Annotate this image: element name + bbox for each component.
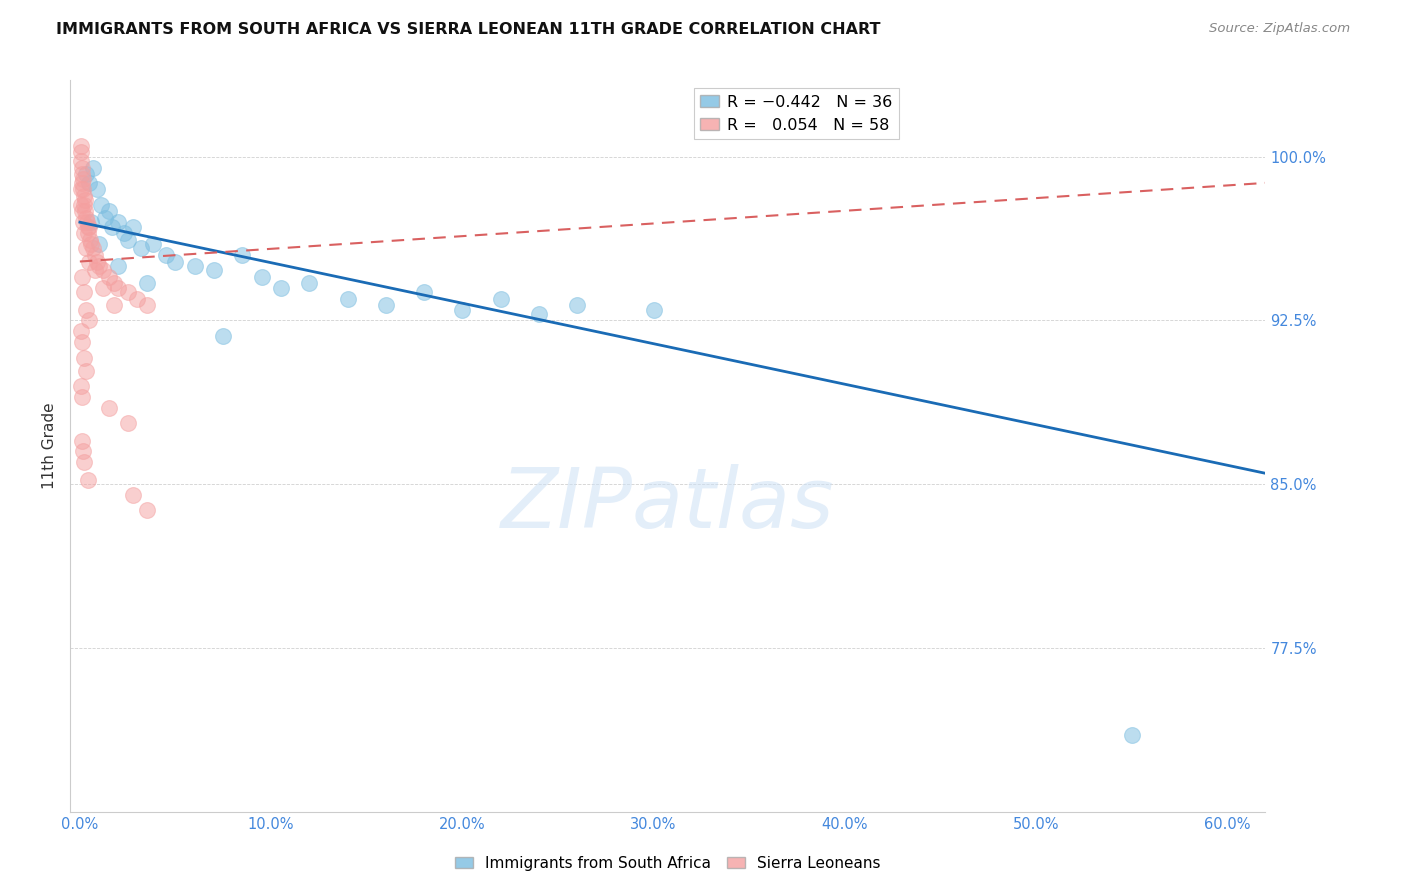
Point — [70, 335, 93, 350]
Point — [70, 390, 93, 404]
Point — [135, 503, 157, 517]
Point — [91, 281, 114, 295]
Point — [112, 226, 135, 240]
Point — [451, 302, 474, 317]
Point — [183, 259, 205, 273]
Point — [69, 145, 91, 160]
Text: ZIPatlas: ZIPatlas — [501, 464, 835, 545]
Point — [80, 215, 103, 229]
Point — [70, 379, 93, 393]
Point — [70, 167, 93, 181]
Point — [202, 263, 225, 277]
Legend: Immigrants from South Africa, Sierra Leoneans: Immigrants from South Africa, Sierra Leo… — [449, 850, 887, 877]
Point — [76, 219, 98, 234]
Text: Source: ZipAtlas.com: Source: ZipAtlas.com — [1209, 22, 1350, 36]
Point — [73, 455, 96, 469]
Point — [336, 292, 359, 306]
Y-axis label: 11th Grade: 11th Grade — [42, 402, 58, 490]
Point — [82, 161, 104, 175]
Point — [117, 285, 139, 299]
Point — [75, 204, 97, 219]
Point — [643, 302, 665, 317]
Point — [97, 204, 120, 219]
Point — [97, 269, 120, 284]
Point — [75, 364, 97, 378]
Point — [73, 226, 96, 240]
Point — [73, 189, 96, 203]
Point — [90, 198, 112, 212]
Point — [72, 182, 94, 196]
Point — [103, 298, 125, 312]
Point — [80, 237, 103, 252]
Point — [84, 248, 107, 262]
Point — [70, 269, 93, 284]
Point — [70, 434, 93, 448]
Point — [79, 313, 101, 327]
Point — [77, 226, 100, 240]
Point — [76, 215, 98, 229]
Point — [73, 285, 96, 299]
Point — [97, 401, 120, 415]
Text: IMMIGRANTS FROM SOUTH AFRICA VS SIERRA LEONEAN 11TH GRADE CORRELATION CHART: IMMIGRANTS FROM SOUTH AFRICA VS SIERRA L… — [56, 22, 880, 37]
Point — [122, 219, 145, 234]
Point — [87, 259, 110, 273]
Point — [86, 182, 108, 196]
Point — [155, 248, 177, 262]
Point — [1121, 728, 1143, 742]
Point — [72, 171, 94, 186]
Point — [122, 488, 145, 502]
Point — [70, 154, 93, 169]
Point — [107, 281, 129, 295]
Point — [75, 167, 97, 181]
Point — [413, 285, 436, 299]
Point — [489, 292, 512, 306]
Point — [141, 237, 163, 252]
Point — [117, 233, 139, 247]
Point — [127, 292, 149, 306]
Point — [107, 259, 129, 273]
Point — [374, 298, 396, 312]
Point — [129, 241, 152, 255]
Point — [70, 161, 93, 175]
Point — [231, 248, 253, 262]
Point — [298, 277, 321, 291]
Point — [82, 241, 104, 255]
Point — [103, 277, 125, 291]
Point — [135, 277, 157, 291]
Point — [70, 138, 93, 153]
Point — [87, 237, 110, 252]
Point — [72, 176, 94, 190]
Point — [73, 194, 96, 208]
Point — [70, 204, 93, 219]
Point — [93, 211, 115, 225]
Point — [565, 298, 588, 312]
Point — [79, 254, 101, 268]
Point — [79, 233, 101, 247]
Point — [91, 263, 114, 277]
Point — [70, 198, 93, 212]
Point — [101, 219, 124, 234]
Point — [84, 263, 107, 277]
Point — [79, 176, 101, 190]
Point — [79, 219, 101, 234]
Point — [107, 215, 129, 229]
Point — [76, 473, 98, 487]
Point — [527, 307, 550, 321]
Point — [165, 254, 187, 268]
Point — [75, 241, 97, 255]
Point — [73, 198, 96, 212]
Point — [72, 444, 94, 458]
Point — [75, 211, 97, 225]
Point — [270, 281, 292, 295]
Point — [250, 269, 273, 284]
Point — [212, 328, 235, 343]
Point — [72, 215, 94, 229]
Point — [69, 182, 91, 196]
Point — [117, 416, 139, 430]
Point — [73, 351, 96, 365]
Point — [135, 298, 157, 312]
Point — [86, 254, 108, 268]
Point — [75, 302, 97, 317]
Point — [70, 324, 93, 338]
